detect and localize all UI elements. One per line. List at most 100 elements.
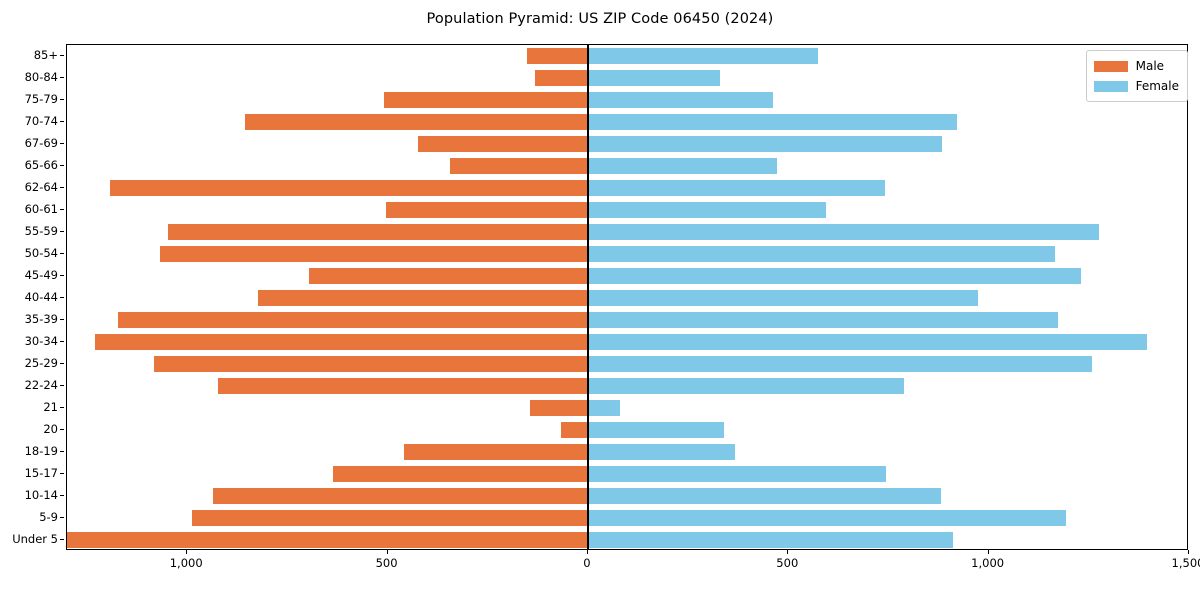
y-axis-tick-label: 20	[43, 422, 58, 436]
bar-female	[587, 356, 1092, 372]
x-axis-tick-mark	[586, 550, 589, 554]
bar-male	[258, 290, 588, 306]
bar-female	[587, 378, 905, 394]
bar-female	[587, 92, 774, 108]
y-axis-tick-mark	[60, 99, 64, 101]
y-axis-tick-label: 10-14	[24, 488, 58, 502]
bar-female	[587, 532, 953, 548]
y-axis-tick-mark	[60, 539, 64, 541]
y-axis-tick-labels: 85+ 80-84 75-79 70-74 67-69 65-66 62-64 60-61 55…	[0, 44, 58, 550]
y-axis-tick-mark	[60, 473, 64, 475]
y-axis-tick-label: 65-66	[24, 158, 58, 172]
y-axis-tick-mark	[60, 385, 64, 387]
bar-male	[109, 180, 588, 196]
chart-legend: Male Female	[1085, 50, 1188, 102]
bar-row	[67, 202, 1187, 218]
bar-female	[587, 158, 778, 174]
bar-male	[535, 70, 588, 86]
y-axis-tick-mark	[60, 77, 64, 79]
bar-row	[67, 444, 1187, 460]
legend-item-female: Female	[1093, 76, 1179, 96]
bar-female	[587, 510, 1066, 526]
legend-label-male: Male	[1135, 59, 1165, 73]
y-axis-tick-mark	[60, 429, 64, 431]
y-axis-tick-label: 85+	[33, 48, 58, 62]
plot-area	[66, 44, 1188, 550]
bar-male	[332, 466, 588, 482]
bar-female	[587, 422, 724, 438]
bar-row	[67, 48, 1187, 64]
x-axis-tick-label: 500	[776, 556, 799, 570]
bar-female	[587, 202, 826, 218]
y-axis-tick-label: 50-54	[24, 246, 58, 260]
bar-male	[153, 356, 588, 372]
bar-male	[561, 422, 588, 438]
y-axis-tick-mark	[60, 363, 64, 365]
y-axis-tick-label: Under 5	[12, 532, 58, 546]
bar-male	[384, 92, 588, 108]
x-axis-tick-mark	[987, 550, 989, 554]
bar-male	[527, 48, 588, 64]
y-axis-tick-mark	[60, 165, 64, 167]
legend-swatch-male	[1093, 60, 1128, 72]
x-axis-tick-mark	[186, 550, 188, 554]
y-axis-tick-mark	[60, 187, 64, 189]
x-axis-tick-mark	[386, 550, 388, 554]
bar-row	[67, 70, 1187, 86]
bar-male	[67, 532, 588, 548]
x-axis-tick-label: 0	[583, 556, 591, 570]
bar-female	[587, 444, 735, 460]
bar-female	[587, 268, 1081, 284]
x-axis-tick-label: 500	[375, 556, 398, 570]
bar-female	[587, 70, 720, 86]
bar-row	[67, 400, 1187, 416]
bar-row	[67, 466, 1187, 482]
bar-male	[385, 202, 588, 218]
y-axis-tick-marks	[0, 44, 70, 550]
bar-female	[587, 224, 1100, 240]
legend-item-male: Male	[1093, 56, 1179, 76]
bar-row	[67, 114, 1187, 130]
y-axis-tick-label: 22-24	[24, 378, 58, 392]
bar-row	[67, 136, 1187, 152]
y-axis-tick-mark	[60, 143, 64, 145]
y-axis-tick-mark	[60, 209, 64, 211]
bar-female	[587, 488, 942, 504]
bar-row	[67, 422, 1187, 438]
bars-layer	[67, 45, 1187, 549]
y-axis-tick-mark	[60, 297, 64, 299]
y-axis-tick-label: 55-59	[24, 224, 58, 238]
y-axis-tick-label: 40-44	[24, 290, 58, 304]
y-axis-tick-mark	[60, 55, 64, 57]
x-axis-tick-label: 1,500	[1171, 556, 1200, 570]
y-axis-tick-label: 30-34	[24, 334, 58, 348]
y-axis-tick-label: 62-64	[24, 180, 58, 194]
bar-row	[67, 488, 1187, 504]
legend-label-female: Female	[1135, 79, 1179, 93]
y-axis-tick-mark	[60, 517, 64, 519]
bar-female	[587, 290, 978, 306]
x-axis-tick-labels: 1,000 500 0 500 1,000 1,500	[66, 550, 1200, 572]
bar-male	[404, 444, 588, 460]
bar-male	[418, 136, 588, 152]
bar-male	[160, 246, 588, 262]
chart-title: Population Pyramid: US ZIP Code 06450 (2…	[426, 11, 774, 27]
bar-row	[67, 532, 1187, 548]
x-axis-tick-label: 1,000	[169, 556, 203, 570]
y-axis-tick-label: 67-69	[24, 136, 58, 150]
bar-row	[67, 334, 1187, 350]
bar-row	[67, 268, 1187, 284]
bar-female	[587, 48, 819, 64]
y-axis-tick-mark	[60, 231, 64, 233]
y-axis-tick-label: 60-61	[24, 202, 58, 216]
bar-female	[587, 466, 887, 482]
bar-male	[167, 224, 588, 240]
y-axis-tick-label: 35-39	[24, 312, 58, 326]
y-axis-tick-label: 80-84	[24, 70, 58, 84]
bar-female	[587, 334, 1148, 350]
y-axis-tick-label: 25-29	[24, 356, 58, 370]
bar-row	[67, 158, 1187, 174]
bar-row	[67, 180, 1187, 196]
bar-female	[587, 136, 942, 152]
y-axis-tick-mark	[60, 275, 64, 277]
